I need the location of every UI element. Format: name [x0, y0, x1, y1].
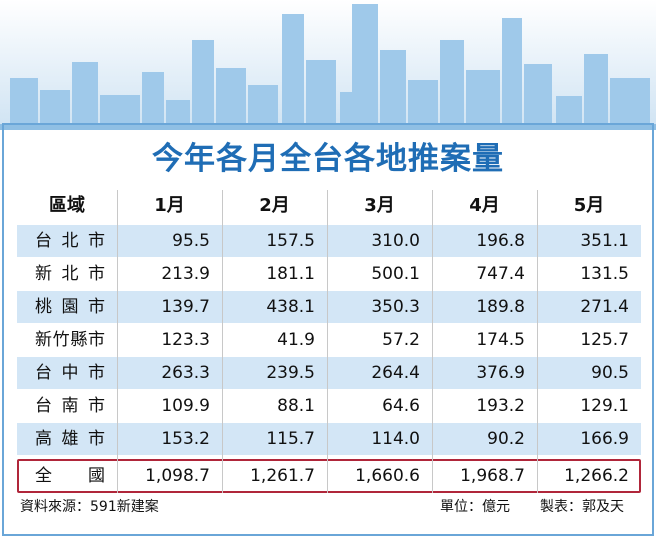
total-label: 全國 — [35, 466, 105, 486]
cell: 41.9 — [222, 324, 327, 356]
cell: 351.1 — [537, 225, 641, 257]
column-separator — [537, 190, 538, 493]
total-border — [17, 459, 641, 493]
cell: 64.6 — [327, 390, 432, 422]
source: 資料來源：591新建案 — [20, 499, 159, 515]
cell: 376.9 — [432, 357, 537, 389]
cell: 166.9 — [537, 423, 641, 455]
cell: 264.4 — [327, 357, 432, 389]
header-cell: 3月 — [364, 195, 395, 216]
region-cell: 桃園市 — [17, 291, 117, 323]
unit: 單位：億元 — [440, 499, 510, 515]
cell: 193.2 — [432, 390, 537, 422]
cell: 109.9 — [117, 390, 222, 422]
cell: 239.5 — [222, 357, 327, 389]
cell: 115.7 — [222, 423, 327, 455]
region-cell: 台北市 — [17, 225, 117, 257]
cell: 157.5 — [222, 225, 327, 257]
total-cell: 1,098.7 — [145, 466, 210, 486]
cell: 196.8 — [432, 225, 537, 257]
cell: 139.7 — [117, 291, 222, 323]
header-cell: 2月 — [259, 195, 290, 216]
cell: 263.3 — [117, 357, 222, 389]
cell: 90.5 — [537, 357, 641, 389]
cell: 438.1 — [222, 291, 327, 323]
cell: 500.1 — [327, 258, 432, 290]
header-cell: 1月 — [154, 195, 185, 216]
region-cell: 新竹縣市 — [17, 324, 117, 356]
cell: 189.8 — [432, 291, 537, 323]
total-cell: 1,261.7 — [250, 466, 315, 486]
cell: 213.9 — [117, 258, 222, 290]
header-cell: 區域 — [49, 195, 85, 216]
cell: 125.7 — [537, 324, 641, 356]
cell: 181.1 — [222, 258, 327, 290]
column-separator — [222, 190, 223, 493]
total-cell: 1,266.2 — [564, 466, 629, 486]
total-cell: 1,968.7 — [460, 466, 525, 486]
column-separator — [432, 190, 433, 493]
cell: 310.0 — [327, 225, 432, 257]
cell: 174.5 — [432, 324, 537, 356]
cell: 129.1 — [537, 390, 641, 422]
cell: 350.3 — [327, 291, 432, 323]
cell: 57.2 — [327, 324, 432, 356]
cell: 123.3 — [117, 324, 222, 356]
cell: 114.0 — [327, 423, 432, 455]
region-cell: 新北市 — [17, 258, 117, 290]
total-cell: 1,660.6 — [355, 466, 420, 486]
credit: 製表：郭及天 — [540, 499, 624, 515]
cell: 90.2 — [432, 423, 537, 455]
region-cell: 台南市 — [17, 390, 117, 422]
cell: 747.4 — [432, 258, 537, 290]
cell: 95.5 — [117, 225, 222, 257]
cell: 131.5 — [537, 258, 641, 290]
header-cell: 5月 — [573, 195, 605, 216]
cell: 271.4 — [537, 291, 641, 323]
column-separator — [117, 190, 118, 493]
column-separator — [327, 190, 328, 493]
region-cell: 台中市 — [17, 357, 117, 389]
title: 今年各月全台各地推案量 — [152, 141, 504, 177]
cell: 88.1 — [222, 390, 327, 422]
header-cell: 4月 — [469, 195, 500, 216]
region-cell: 高雄市 — [17, 423, 117, 455]
cell: 153.2 — [117, 423, 222, 455]
